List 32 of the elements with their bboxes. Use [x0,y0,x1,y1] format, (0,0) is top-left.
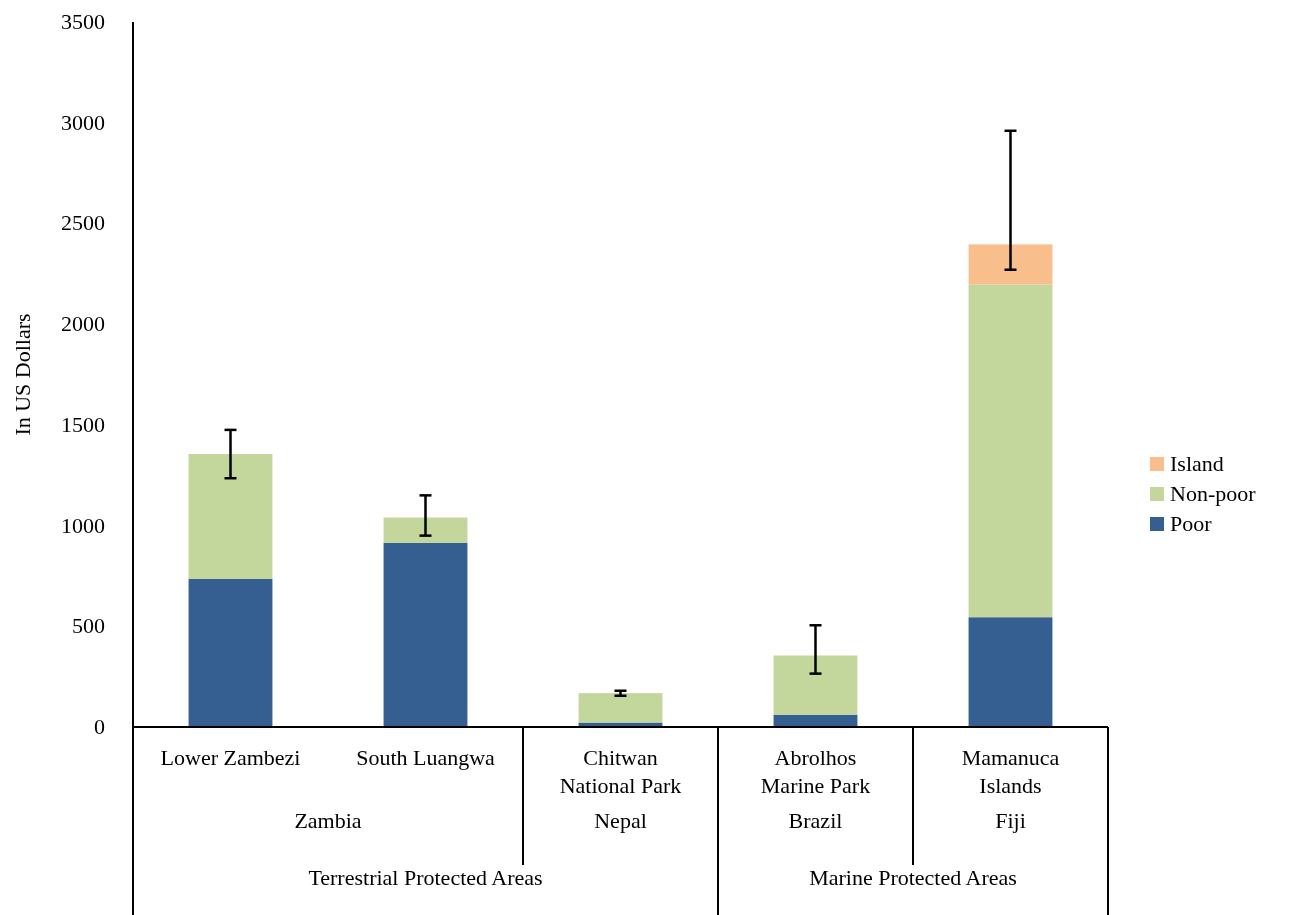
x-tick-label: Chitwan National Park [559,745,682,798]
legend-label: Island [1170,451,1224,476]
y-tick-label: 3500 [61,9,105,34]
y-tick-label: 3000 [61,109,105,135]
y-tick-label: 1000 [61,512,105,538]
y-tick-label: 500 [72,613,105,639]
x-tick-label: South Luangwa [356,745,496,770]
text: Nepal [594,808,647,833]
bar [578,693,663,723]
bar [968,284,1053,618]
legend-label: Poor [1170,511,1213,536]
bar [383,517,468,543]
bar [773,655,858,715]
y-tick-label: 2500 [61,210,105,236]
text: Terrestrial Protected Areas [308,865,543,890]
bar [968,244,1053,285]
text: Marine Protected Areas [809,865,1017,890]
y-tick-label: 0 [94,714,105,739]
text: Fiji [995,808,1026,833]
legend-label: Non-poor [1170,481,1257,506]
bar [383,542,468,727]
bar [968,617,1053,727]
x-tick-label: Lower Zambezi [160,745,301,770]
text: Brazil [788,808,843,833]
y-axis-title: In US Dollars [10,313,35,436]
y-tick-label: 2000 [61,311,105,337]
x-tick-label: Abrolhos Marine Park [760,745,871,798]
bar [188,454,273,579]
text: Zambia [294,808,362,833]
x-tick-label: Mamanuca Islands [961,745,1060,798]
bar [188,578,273,727]
y-tick-label: 1500 [61,411,105,437]
